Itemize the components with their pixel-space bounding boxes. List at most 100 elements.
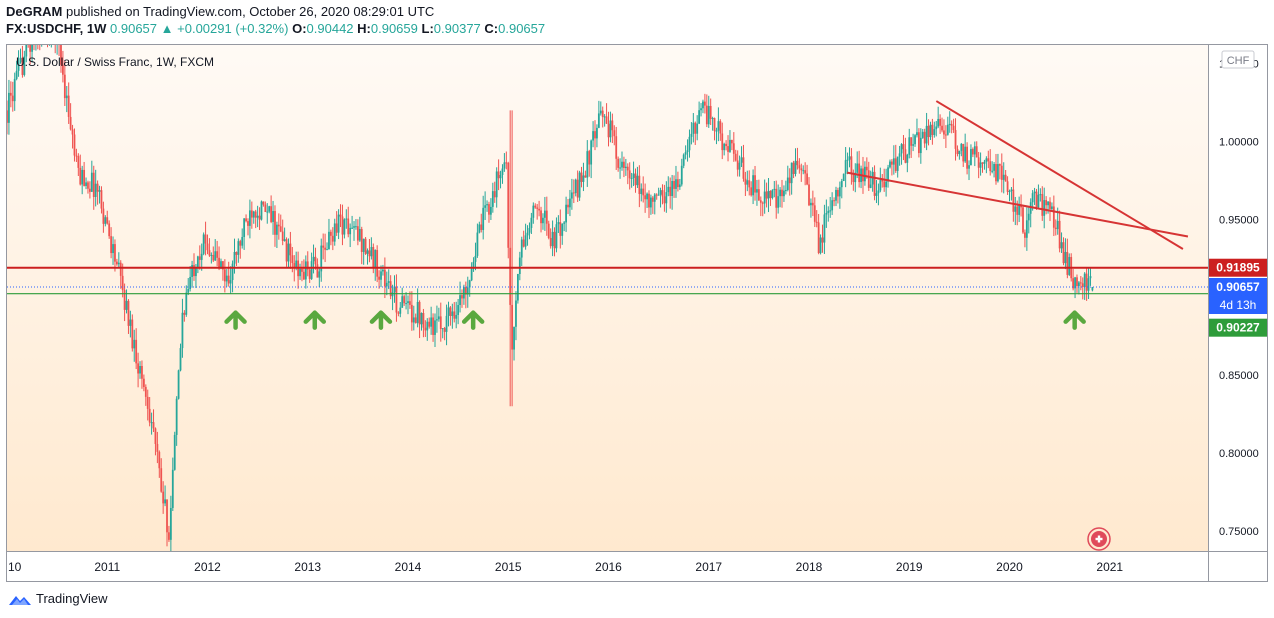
candle-body [875,193,878,196]
candle-body [148,408,151,423]
price-chart[interactable]: U.S. Dollar / Swiss Franc, 1W, FXCM 0.75… [7,45,1267,581]
candle-body [883,181,886,188]
candle-body [829,210,832,212]
candle-body [468,280,471,288]
candle-body [746,180,749,185]
candle-body [389,281,392,297]
candle-body [559,222,562,236]
candle-body [378,276,380,280]
candle-body [665,192,668,204]
candle-body [1004,174,1007,182]
candle-body [266,211,269,213]
candle-body [343,219,346,235]
candle-body [106,217,109,224]
candle-body [532,205,535,218]
candle-body [445,315,448,332]
candle-body [1066,251,1069,275]
candle-body [823,214,826,243]
footer-brand[interactable]: TradingView [36,591,108,606]
candle-body [173,434,176,470]
support-arrow-icon [303,310,327,330]
candle-body [104,217,107,224]
candle-body [956,148,959,155]
candle-body [549,237,552,247]
candle-body [921,131,924,138]
chart-frame[interactable]: U.S. Dollar / Swiss Franc, 1W, FXCM 0.75… [6,44,1268,582]
candle-body [241,236,244,246]
trendline[interactable] [935,100,1184,250]
candle-body [166,499,168,533]
candle-body [1076,277,1078,287]
candle-body [1049,201,1051,209]
candle-body [1027,213,1030,221]
candle-body [534,205,537,208]
candle-body [486,204,488,206]
candle-body [946,124,949,135]
candle-body [15,70,18,79]
candle-body [912,144,915,146]
candle-body [551,231,554,247]
candle-body [69,116,72,130]
currency-badge[interactable]: CHF [1221,50,1255,69]
candle-body [717,121,720,131]
candle-body [206,243,209,251]
candle-body [800,168,803,171]
candle-body [198,256,201,260]
candle-body [366,250,369,254]
candle-body [892,158,895,165]
candle-body [250,210,253,218]
plot-background [7,45,1208,551]
candle-body [553,231,556,249]
candle-body [114,244,116,262]
candle-body [1047,201,1049,206]
candle-body [1078,282,1080,287]
candle-body [1064,251,1067,264]
candle-body [491,191,494,207]
countdown-bg [1209,295,1267,314]
candle-body [810,202,812,206]
candle-body [985,158,988,162]
candle-body [67,95,70,117]
candle-body [838,187,841,197]
candle-body [771,189,774,198]
candle-body [819,237,822,254]
candle-body [117,262,120,265]
candle-body [96,183,99,192]
candle-body [264,204,267,213]
candle-body [825,212,828,215]
add-alert-icon[interactable] [1087,527,1111,551]
candle-body [763,191,766,204]
candle-body [495,171,498,198]
candle-body [804,170,807,174]
candle-body [401,296,404,308]
candle-body [694,122,697,134]
candle-body [218,257,220,269]
candle-body [73,134,76,156]
candle-body [993,163,995,171]
candle-body [740,157,743,163]
candle-body [540,210,542,224]
candle-body [997,164,999,182]
candle-body [488,204,490,215]
candle-body [650,197,652,208]
candle-body [702,101,704,109]
candle-body [950,123,953,126]
candle-body [806,173,808,185]
candle-body [449,307,452,317]
candle-body [621,161,623,168]
candle-body [237,241,240,255]
candle-body [852,173,855,183]
tradingview-logo-icon[interactable] [8,592,32,606]
candle-body [750,187,753,196]
candle-body [249,210,251,226]
candle-body [856,163,859,173]
candle-body [931,124,934,135]
candle-body [821,237,824,243]
candle-body [636,175,639,186]
candle-body [584,175,587,178]
trendline[interactable] [846,171,1189,238]
candle-body [247,221,249,226]
candle-body [320,245,323,272]
author[interactable]: DeGRAM [6,4,63,19]
open-value: 0.90442 [306,21,354,36]
